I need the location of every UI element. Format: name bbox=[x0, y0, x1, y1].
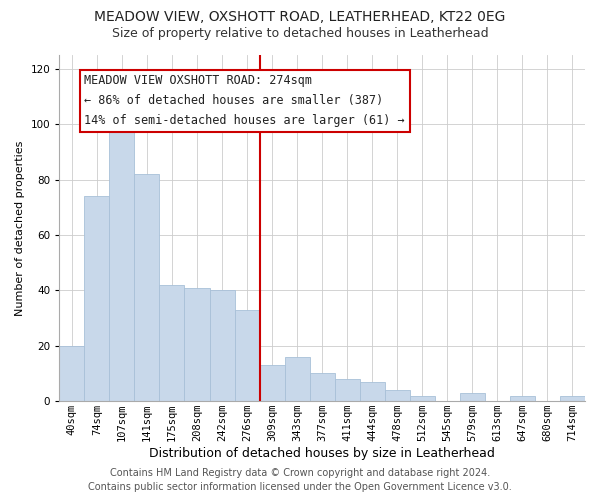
Bar bbox=[59, 346, 85, 401]
Bar bbox=[335, 379, 360, 401]
Y-axis label: Number of detached properties: Number of detached properties bbox=[15, 140, 25, 316]
Bar bbox=[184, 288, 209, 401]
Bar bbox=[85, 196, 109, 401]
Bar bbox=[235, 310, 260, 401]
Bar bbox=[310, 374, 335, 401]
Bar bbox=[510, 396, 535, 401]
Bar bbox=[134, 174, 160, 401]
Bar bbox=[284, 357, 310, 401]
Text: Size of property relative to detached houses in Leatherhead: Size of property relative to detached ho… bbox=[112, 28, 488, 40]
Bar bbox=[160, 285, 184, 401]
Bar bbox=[410, 396, 435, 401]
Bar bbox=[385, 390, 410, 401]
Bar bbox=[260, 365, 284, 401]
Bar bbox=[360, 382, 385, 401]
Bar bbox=[209, 290, 235, 401]
Bar bbox=[560, 396, 585, 401]
Text: Contains HM Land Registry data © Crown copyright and database right 2024.
Contai: Contains HM Land Registry data © Crown c… bbox=[88, 468, 512, 492]
X-axis label: Distribution of detached houses by size in Leatherhead: Distribution of detached houses by size … bbox=[149, 447, 495, 460]
Bar bbox=[460, 393, 485, 401]
Text: MEADOW VIEW, OXSHOTT ROAD, LEATHERHEAD, KT22 0EG: MEADOW VIEW, OXSHOTT ROAD, LEATHERHEAD, … bbox=[94, 10, 506, 24]
Text: MEADOW VIEW OXSHOTT ROAD: 274sqm
← 86% of detached houses are smaller (387)
14% : MEADOW VIEW OXSHOTT ROAD: 274sqm ← 86% o… bbox=[85, 74, 405, 128]
Bar bbox=[109, 124, 134, 401]
